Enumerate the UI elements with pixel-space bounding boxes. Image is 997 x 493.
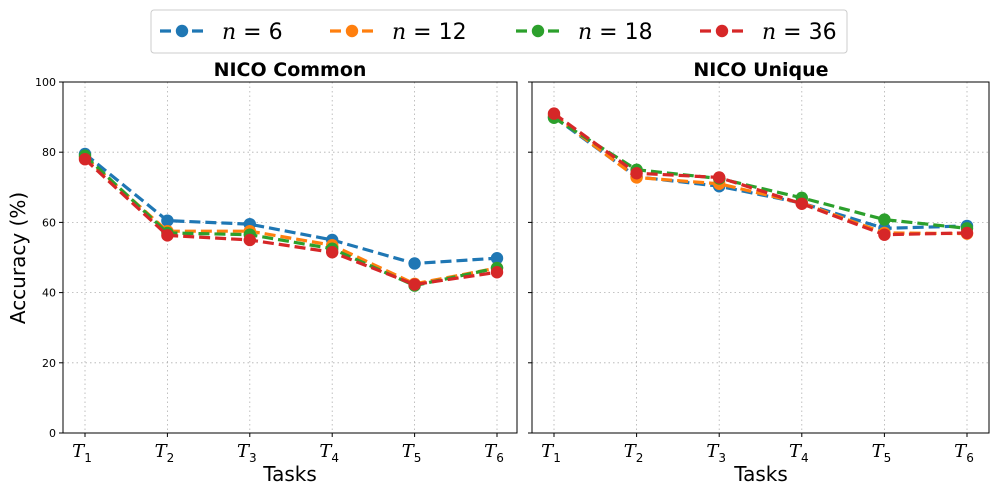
data-point — [161, 229, 174, 242]
y-axis-label: Accuracy (%) — [6, 192, 30, 324]
y-tick-label: 0 — [49, 427, 56, 440]
series-line — [553, 112, 968, 237]
data-point — [960, 226, 974, 240]
legend-label: n = 18 — [578, 20, 653, 45]
data-point — [161, 214, 174, 227]
series-line — [553, 114, 968, 236]
data-point — [878, 213, 891, 226]
series-line — [83, 152, 498, 266]
legend-frame — [150, 9, 848, 54]
series-n12 — [78, 151, 504, 291]
legend-item: n = 12 — [330, 20, 467, 45]
legend-item: n = 18 — [516, 20, 653, 45]
series-n6 — [547, 110, 974, 235]
panel-title: NICO Common — [214, 59, 367, 81]
data-point — [795, 197, 808, 210]
x-tick-label: T2 — [624, 441, 644, 465]
x-tick-label: T5 — [872, 441, 892, 465]
data-point — [408, 257, 421, 270]
legend-label: n = 6 — [222, 20, 283, 45]
data-point — [408, 278, 421, 291]
series-n36 — [78, 153, 504, 291]
x-tick-label: T6 — [954, 441, 974, 465]
x-tick-label: T2 — [155, 441, 175, 465]
data-point — [326, 246, 339, 259]
legend-marker — [715, 24, 729, 38]
plot-frame — [531, 81, 990, 434]
series-line — [553, 116, 968, 230]
y-tick-label: 40 — [42, 287, 56, 300]
series-line — [553, 115, 968, 230]
legend-item: n = 36 — [700, 20, 837, 45]
data-point — [243, 233, 256, 247]
data-point — [490, 252, 504, 265]
y-tick-label: 20 — [42, 357, 56, 370]
x-tick-label: T3 — [237, 441, 257, 465]
x-tick-label: T1 — [72, 441, 92, 465]
x-tick-label: T3 — [706, 441, 726, 465]
x-tick-label: T5 — [402, 441, 422, 465]
legend: n = 6 n = 12 n = 18 n = 36 — [150, 9, 848, 54]
x-tick-label: T6 — [484, 441, 504, 465]
data-point — [78, 153, 92, 166]
data-point — [547, 107, 561, 120]
series-n12 — [547, 109, 974, 240]
data-point — [490, 266, 504, 279]
panel-title: NICO Unique — [693, 59, 828, 81]
legend-marker — [345, 24, 359, 38]
data-point — [878, 228, 891, 241]
data-point — [630, 167, 643, 180]
series-n36 — [547, 107, 974, 241]
series-line — [83, 156, 498, 286]
panel-nico-unique: NICO Unique Tasks T1 T2 T3 T4 T5 T6 — [528, 59, 990, 486]
x-tick-label: T4 — [319, 441, 339, 465]
legend-label: n = 12 — [392, 20, 467, 45]
y-tick-label: 80 — [42, 146, 56, 159]
x-axis-label: Tasks — [733, 462, 788, 486]
x-tick-label: T4 — [789, 441, 809, 465]
legend-item: n = 6 — [160, 20, 283, 45]
x-tick-label: T1 — [541, 441, 561, 465]
panel-nico-common: NICO Common Accuracy (%) Tasks 0 20 40 60 80… — [6, 59, 518, 486]
series-n18 — [78, 149, 504, 292]
y-tick-label: 60 — [42, 216, 56, 229]
legend-label: n = 36 — [762, 20, 837, 45]
series-line — [83, 154, 498, 288]
legend-marker — [175, 24, 189, 38]
series-line — [83, 158, 498, 287]
x-axis-label: Tasks — [262, 462, 317, 486]
plot-frame — [62, 81, 518, 434]
data-point — [713, 171, 726, 184]
y-tick-label: 100 — [35, 76, 56, 89]
series-n6 — [78, 147, 504, 270]
legend-marker — [531, 24, 545, 38]
series-n18 — [547, 111, 974, 235]
